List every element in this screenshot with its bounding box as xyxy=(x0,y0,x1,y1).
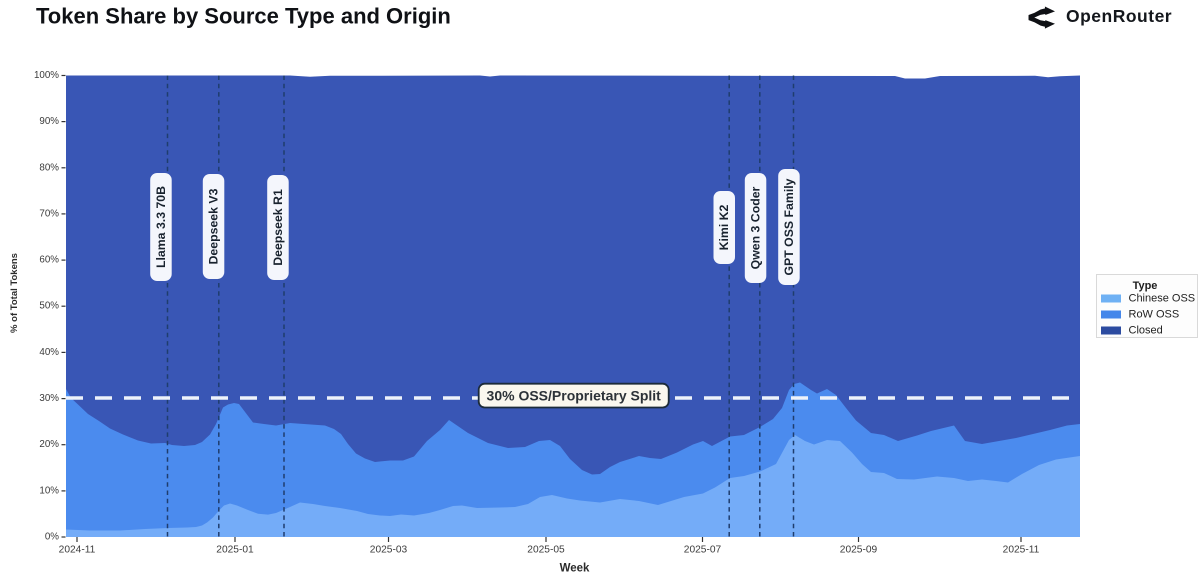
svg-text:10%: 10% xyxy=(39,485,59,496)
svg-text:Closed: Closed xyxy=(1129,325,1163,337)
svg-text:Kimi K2: Kimi K2 xyxy=(717,204,731,250)
svg-text:20%: 20% xyxy=(39,439,59,450)
svg-text:2024-11: 2024-11 xyxy=(59,545,96,556)
svg-text:40%: 40% xyxy=(39,347,59,358)
svg-text:70%: 70% xyxy=(39,208,59,219)
svg-text:2025-11: 2025-11 xyxy=(1003,545,1040,556)
svg-text:Chinese OSS: Chinese OSS xyxy=(1129,293,1196,305)
svg-text:Type: Type xyxy=(1133,280,1158,292)
svg-text:% of Total Tokens: % of Total Tokens xyxy=(9,253,20,333)
svg-text:Qwen 3 Coder: Qwen 3 Coder xyxy=(749,186,763,269)
svg-text:80%: 80% xyxy=(39,162,59,173)
svg-text:Deepseek V3: Deepseek V3 xyxy=(207,188,221,264)
svg-text:Deepseek R1: Deepseek R1 xyxy=(271,189,285,266)
svg-text:RoW OSS: RoW OSS xyxy=(1129,309,1180,321)
svg-text:90%: 90% xyxy=(39,116,59,127)
svg-text:100%: 100% xyxy=(34,70,59,81)
svg-text:30%: 30% xyxy=(39,393,59,404)
svg-text:Token Share by Source Type and: Token Share by Source Type and Origin xyxy=(36,4,451,29)
svg-text:Llama 3.3 70B: Llama 3.3 70B xyxy=(154,186,168,268)
svg-text:Week: Week xyxy=(560,563,590,575)
svg-text:2025-09: 2025-09 xyxy=(840,545,878,556)
svg-text:2025-07: 2025-07 xyxy=(684,545,722,556)
svg-text:50%: 50% xyxy=(39,301,59,312)
svg-text:GPT OSS Family: GPT OSS Family xyxy=(782,178,796,275)
svg-text:OpenRouter: OpenRouter xyxy=(1066,6,1172,26)
svg-text:2025-05: 2025-05 xyxy=(527,545,565,556)
svg-text:2025-01: 2025-01 xyxy=(216,545,254,556)
svg-text:0%: 0% xyxy=(45,532,59,543)
svg-text:60%: 60% xyxy=(39,255,59,266)
svg-text:30% OSS/Proprietary Split: 30% OSS/Proprietary Split xyxy=(487,388,662,404)
svg-text:2025-03: 2025-03 xyxy=(370,545,408,556)
